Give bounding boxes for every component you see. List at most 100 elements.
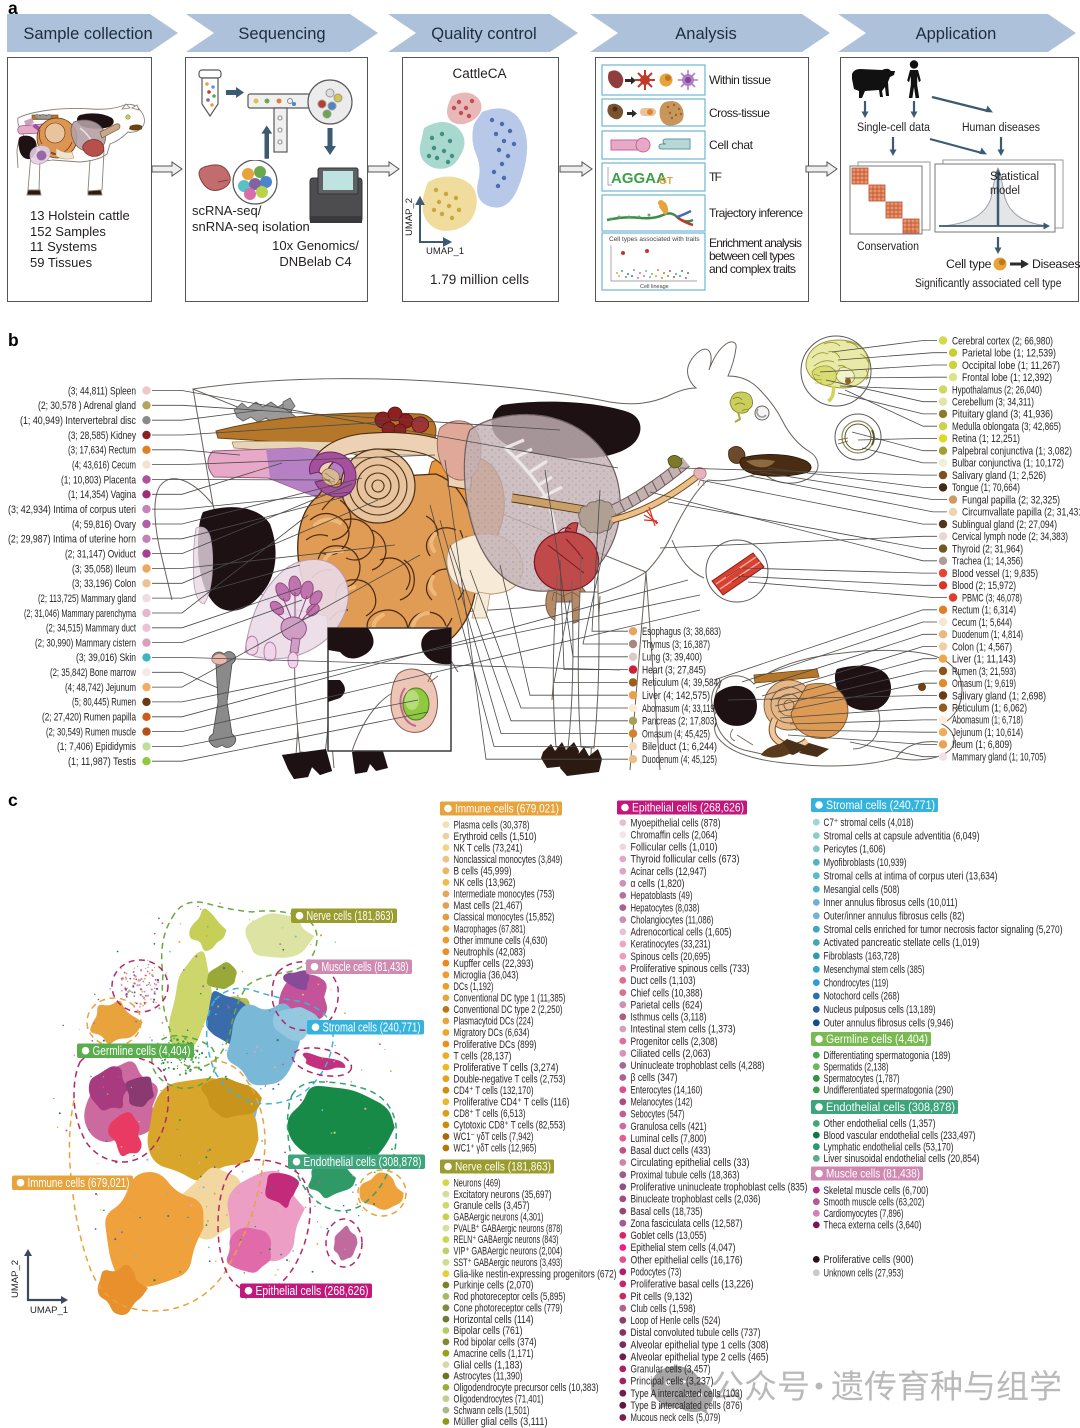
svg-text:(4; 59,816) Ovary: (4; 59,816) Ovary (72, 519, 136, 531)
svg-text:Trachea (1; 14,356): Trachea (1; 14,356) (952, 556, 1023, 568)
svg-text:Cell types associated with tra: Cell types associated with traits (609, 236, 700, 243)
svg-text:Myoepithelial cells (878): Myoepithelial cells (878) (631, 817, 721, 829)
svg-text:(1; 11,987) Testis: (1; 11,987) Testis (68, 756, 136, 768)
svg-text:Ciliated cells (2,063): Ciliated cells (2,063) (631, 1048, 711, 1060)
svg-text:Proliferative cells (900): Proliferative cells (900) (824, 1254, 914, 1266)
svg-text:Plasma cells (30,378): Plasma cells (30,378) (454, 819, 530, 831)
svg-text:Basal cells (18,735): Basal cells (18,735) (631, 1206, 703, 1218)
svg-text:Granulosa cells (421): Granulosa cells (421) (631, 1121, 707, 1133)
svg-text:Notochord cells (268): Notochord cells (268) (824, 991, 900, 1003)
svg-text:Germline cells (4,404): Germline cells (4,404) (93, 1044, 191, 1058)
svg-text:Duodenum (4; 45,125): Duodenum (4; 45,125) (642, 754, 717, 766)
svg-text:WC1⁻ γδT cells (7,942): WC1⁻ γδT cells (7,942) (454, 1131, 534, 1143)
svg-text:Intermediate monocytes (753): Intermediate monocytes (753) (454, 889, 555, 901)
svg-text:Heart (3; 27,845): Heart (3; 27,845) (642, 664, 706, 676)
svg-text:Palpebral conjunctiva (1; 3,08: Palpebral conjunctiva (1; 3,082) (952, 446, 1072, 458)
svg-text:Epithelial stem cells (4,047): Epithelial stem cells (4,047) (631, 1242, 736, 1254)
svg-text:GT: GT (659, 176, 673, 187)
svg-text:Proliferative T cells (3,274): Proliferative T cells (3,274) (454, 1062, 559, 1074)
svg-text:Hepatoblasts (49): Hepatoblasts (49) (631, 890, 693, 902)
svg-text:(3; 44,811) Spleen: (3; 44,811) Spleen (68, 385, 136, 397)
svg-text:Liver sinusoidal endothelial c: Liver sinusoidal endothelial cells (20,8… (824, 1153, 980, 1165)
svg-text:AGGAA: AGGAA (611, 170, 667, 187)
svg-text:(3; 39,016) Skin: (3; 39,016) Skin (76, 652, 136, 664)
svg-text:(2; 34,515) Mammary duct: (2; 34,515) Mammary duct (46, 623, 136, 635)
svg-text:Mesenchymal stem cells (385): Mesenchymal stem cells (385) (824, 964, 925, 976)
svg-text:Principal cells (3,237): Principal cells (3,237) (631, 1376, 714, 1388)
svg-text:TF: TF (709, 170, 722, 184)
svg-text:Abomasum (4; 33,119): Abomasum (4; 33,119) (642, 703, 717, 715)
svg-text:(1; 7,406) Epididymis: (1; 7,406) Epididymis (57, 741, 136, 753)
svg-text:Pit cells (9,132): Pit cells (9,132) (631, 1291, 693, 1303)
svg-text:Muscle cells (81,438): Muscle cells (81,438) (322, 960, 409, 974)
svg-text:and complex traits: and complex traits (709, 262, 796, 276)
svg-text:Other immune cells (4,630): Other immune cells (4,630) (454, 935, 548, 947)
svg-text:Reticulum (4; 39,584): Reticulum (4; 39,584) (642, 677, 721, 689)
svg-text:Smooth muscle cells (63,202): Smooth muscle cells (63,202) (824, 1196, 925, 1208)
svg-text:Activated pancreatic stellate: Activated pancreatic stellate cells (1,0… (824, 937, 980, 949)
svg-text:(3; 42,934) Intima of corpus u: (3; 42,934) Intima of corpus uteri (8, 504, 136, 516)
svg-text:Skeletal muscle cells (6,700): Skeletal muscle cells (6,700) (824, 1185, 929, 1197)
svg-text:Human diseases: Human diseases (962, 120, 1040, 134)
svg-text:(3; 33,196) Colon: (3; 33,196) Colon (72, 578, 136, 590)
svg-text:Keratinocytes (33,231): Keratinocytes (33,231) (631, 939, 711, 951)
svg-text:Blood vascular endothelial cel: Blood vascular endothelial cells (233,49… (824, 1130, 976, 1142)
svg-text:Thyroid (2; 31,964): Thyroid (2; 31,964) (952, 543, 1023, 555)
svg-text:Frontal lobe (1; 12,392): Frontal lobe (1; 12,392) (962, 372, 1052, 384)
svg-text:(3; 28,585) Kidney: (3; 28,585) Kidney (68, 430, 136, 442)
svg-text:Spermatocytes (1,787): Spermatocytes (1,787) (824, 1073, 900, 1085)
svg-text:Parietal cells (624): Parietal cells (624) (631, 999, 703, 1011)
svg-text:Abomasum (1; 6,718): Abomasum (1; 6,718) (952, 715, 1023, 727)
svg-text:CD4⁺ T cells (132,170): CD4⁺ T cells (132,170) (454, 1085, 534, 1097)
svg-text:Hypothalamus (2; 26,040): Hypothalamus (2; 26,040) (952, 384, 1042, 396)
svg-text:Hepatocytes (8,038): Hepatocytes (8,038) (631, 902, 700, 914)
svg-text:Trajectory inference: Trajectory inference (709, 206, 803, 220)
svg-text:Pituitary gland (3; 41,936): Pituitary gland (3; 41,936) (952, 409, 1053, 421)
svg-text:VIP⁺ GABAergic neurons (2,004): VIP⁺ GABAergic neurons (2,004) (454, 1246, 563, 1258)
svg-text:Neutrophils (42,083): Neutrophils (42,083) (454, 946, 526, 958)
svg-text:β cells (347): β cells (347) (631, 1072, 678, 1084)
svg-text:Glia-like nestin-expressing pr: Glia-like nestin-expressing progenitors … (454, 1268, 617, 1280)
svg-text:Proliferative CD4⁺ T cells (11: Proliferative CD4⁺ T cells (116) (454, 1097, 570, 1109)
svg-text:Duct cells (1,103): Duct cells (1,103) (631, 975, 696, 987)
svg-text:PBMC (3; 46,078): PBMC (3; 46,078) (962, 592, 1022, 604)
svg-text:Epithelial cells (268,626): Epithelial cells (268,626) (632, 801, 744, 815)
svg-text:Pericytes (1,606): Pericytes (1,606) (824, 844, 886, 856)
svg-text:Cross-tissue: Cross-tissue (709, 106, 770, 120)
svg-text:(2; 29,987) Intima of uterine: (2; 29,987) Intima of uterine horn (8, 534, 136, 546)
svg-text:Intestinal stem cells (1,373): Intestinal stem cells (1,373) (631, 1024, 736, 1036)
svg-text:Mammary gland (1; 10,705): Mammary gland (1; 10,705) (952, 752, 1046, 764)
svg-text:(2; 27,420) Rumen papilla: (2; 27,420) Rumen papilla (42, 712, 137, 724)
svg-text:Bulbar conjunctiva (1; 10,172): Bulbar conjunctiva (1; 10,172) (952, 458, 1064, 470)
svg-text:Conservation: Conservation (857, 239, 919, 253)
svg-text:Melanocytes (142): Melanocytes (142) (631, 1097, 693, 1109)
svg-text:Medulla oblongata (3; 42,865): Medulla oblongata (3; 42,865) (952, 421, 1061, 433)
svg-text:Sublingual gland (2; 27,094): Sublingual gland (2; 27,094) (952, 519, 1057, 531)
svg-text:DCs (1,192): DCs (1,192) (454, 981, 494, 993)
svg-text:between cell types: between cell types (709, 249, 795, 263)
svg-text:Classical monocytes (15,852): Classical monocytes (15,852) (454, 912, 555, 924)
svg-text:(2; 30,990) Mammary cistern: (2; 30,990) Mammary cistern (35, 637, 136, 649)
svg-text:(2; 31,046) Mammary parenchyma: (2; 31,046) Mammary parenchyma (24, 608, 137, 620)
svg-text:Nucleus pulposus cells (13,189: Nucleus pulposus cells (13,189) (824, 1004, 936, 1016)
svg-text:Kupffer cells (22,393): Kupffer cells (22,393) (454, 958, 534, 970)
svg-text:Nonclassical monocytes (3,849): Nonclassical monocytes (3,849) (454, 854, 563, 866)
svg-text:Parietal lobe (1; 12,539): Parietal lobe (1; 12,539) (962, 348, 1056, 360)
svg-text:Thyroid follicular cells (673): Thyroid follicular cells (673) (631, 854, 740, 866)
svg-text:Purkinje cells (2,070): Purkinje cells (2,070) (454, 1280, 534, 1292)
svg-text:UMAP_1: UMAP_1 (30, 1305, 68, 1316)
svg-text:Duodenum (1; 4,814): Duodenum (1; 4,814) (952, 629, 1023, 641)
svg-text:Outer annulus fibrosus cells (: Outer annulus fibrosus cells (9,946) (824, 1018, 954, 1030)
svg-text:(2; 30,549) Rumen muscle: (2; 30,549) Rumen muscle (46, 726, 136, 738)
svg-text:Lymphatic endothelial cells (5: Lymphatic endothelial cells (53,170) (824, 1141, 954, 1153)
svg-text:UMAP_2: UMAP_2 (404, 198, 415, 236)
svg-text:Goblet cells (13,055): Goblet cells (13,055) (631, 1230, 707, 1242)
svg-text:Proliferative basal cells (13,: Proliferative basal cells (13,226) (631, 1279, 754, 1291)
svg-text:Differentiating spermatogonia: Differentiating spermatogonia (189) (824, 1050, 951, 1062)
svg-text:Alveolar epithelial type 1 cel: Alveolar epithelial type 1 cells (308) (631, 1339, 769, 1351)
svg-text:Granule cells (3,457): Granule cells (3,457) (454, 1200, 530, 1212)
svg-text:Cecum (1; 5,644): Cecum (1; 5,644) (952, 617, 1012, 629)
svg-text:Luminal cells (7,800): Luminal cells (7,800) (631, 1133, 707, 1145)
svg-text:CD8⁺ T cells (6,513): CD8⁺ T cells (6,513) (454, 1108, 526, 1120)
svg-text:Granular cells (3,457): Granular cells (3,457) (631, 1364, 711, 1376)
